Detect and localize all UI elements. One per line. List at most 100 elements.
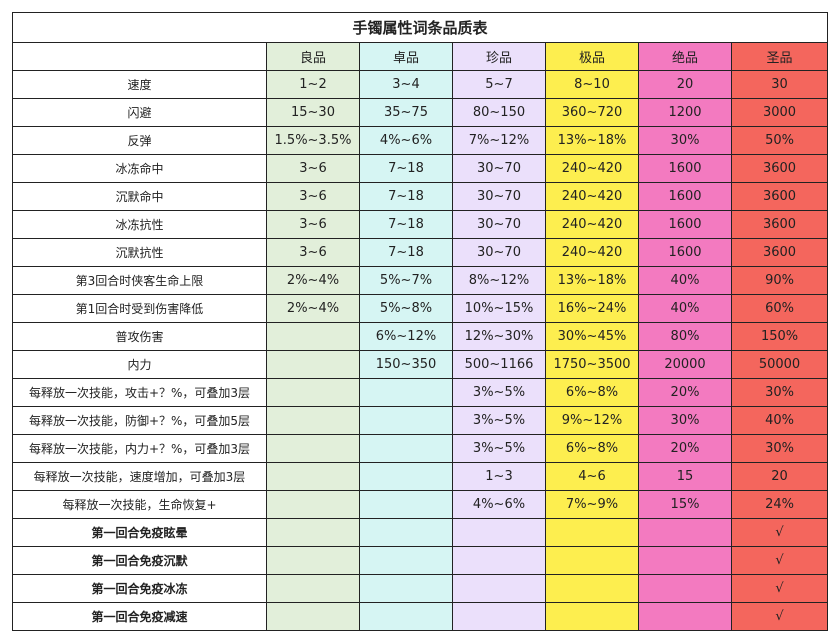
value-cell: 9%~12% bbox=[545, 406, 639, 435]
value-cell bbox=[359, 434, 453, 463]
value-cell: 240~420 bbox=[545, 210, 639, 239]
attribute-label: 每释放一次技能，生命恢复+ bbox=[12, 490, 267, 519]
value-cell: 13%~18% bbox=[545, 266, 639, 295]
value-cell: √ bbox=[730, 602, 829, 631]
table-row: 每释放一次技能，速度增加，可叠加3层 1~3 4~6 15 20 bbox=[12, 462, 829, 491]
value-cell: 13%~18% bbox=[545, 126, 639, 155]
tier-header-5: 圣品 bbox=[730, 42, 829, 71]
attribute-label: 每释放一次技能，防御+？%，可叠加5层 bbox=[12, 406, 267, 435]
value-cell: 3%~5% bbox=[452, 434, 546, 463]
table-row: 沉默命中 3~6 7~18 30~70 240~420 1600 3600 bbox=[12, 182, 829, 211]
tier-header-1: 卓品 bbox=[359, 42, 453, 71]
value-cell: 7~18 bbox=[359, 154, 453, 183]
attribute-label: 冰冻抗性 bbox=[12, 210, 267, 239]
value-cell: 3~6 bbox=[266, 238, 360, 267]
value-cell: 1~3 bbox=[452, 462, 546, 491]
value-cell: 240~420 bbox=[545, 154, 639, 183]
value-cell: 30~70 bbox=[452, 238, 546, 267]
value-cell: 2%~4% bbox=[266, 294, 360, 323]
value-cell: 1.5%~3.5% bbox=[266, 126, 360, 155]
table-row: 第一回合免疫冰冻 √ bbox=[12, 574, 829, 603]
value-cell bbox=[452, 518, 546, 547]
attribute-label: 每释放一次技能，速度增加，可叠加3层 bbox=[12, 462, 267, 491]
value-cell: 150~350 bbox=[359, 350, 453, 379]
value-cell: 360~720 bbox=[545, 98, 639, 127]
attribute-label: 第一回合免疫眩晕 bbox=[12, 518, 267, 547]
value-cell bbox=[266, 462, 360, 491]
value-cell bbox=[545, 602, 639, 631]
value-cell bbox=[359, 490, 453, 519]
value-cell: √ bbox=[730, 546, 829, 575]
tier-header-3: 极品 bbox=[545, 42, 639, 71]
value-cell: 50000 bbox=[730, 350, 829, 379]
tier-header-0: 良品 bbox=[266, 42, 360, 71]
value-cell: 3600 bbox=[730, 154, 829, 183]
table-row: 第一回合免疫沉默 √ bbox=[12, 546, 829, 575]
value-cell: 7%~9% bbox=[545, 490, 639, 519]
value-cell: 3~6 bbox=[266, 154, 360, 183]
value-cell: 1600 bbox=[638, 210, 732, 239]
value-cell: 60% bbox=[730, 294, 829, 323]
value-cell bbox=[266, 406, 360, 435]
value-cell: 3600 bbox=[730, 182, 829, 211]
value-cell bbox=[638, 574, 732, 603]
table-title: 手镯属性词条品质表 bbox=[11, 12, 829, 43]
value-cell bbox=[266, 378, 360, 407]
value-cell: √ bbox=[730, 518, 829, 547]
table-row: 沉默抗性 3~6 7~18 30~70 240~420 1600 3600 bbox=[12, 238, 829, 267]
value-cell: 5%~7% bbox=[359, 266, 453, 295]
value-cell bbox=[638, 518, 732, 547]
value-cell: 7~18 bbox=[359, 210, 453, 239]
value-cell: 240~420 bbox=[545, 182, 639, 211]
value-cell: 1750~3500 bbox=[545, 350, 639, 379]
value-cell: 3~6 bbox=[266, 210, 360, 239]
value-cell bbox=[638, 546, 732, 575]
value-cell: 3000 bbox=[730, 98, 829, 127]
value-cell: 30~70 bbox=[452, 210, 546, 239]
value-cell: 8~10 bbox=[545, 70, 639, 99]
value-cell: 10%~15% bbox=[452, 294, 546, 323]
value-cell bbox=[266, 490, 360, 519]
value-cell: 12%~30% bbox=[452, 322, 546, 351]
attribute-label: 内力 bbox=[12, 350, 267, 379]
value-cell: 20% bbox=[638, 378, 732, 407]
value-cell bbox=[452, 574, 546, 603]
attribute-label: 第一回合免疫减速 bbox=[12, 602, 267, 631]
value-cell: 15% bbox=[638, 490, 732, 519]
value-cell: 5%~8% bbox=[359, 294, 453, 323]
value-cell: 1600 bbox=[638, 154, 732, 183]
value-cell bbox=[266, 434, 360, 463]
value-cell: 15 bbox=[638, 462, 732, 491]
value-cell: 40% bbox=[638, 266, 732, 295]
table-row: 内力 150~350 500~1166 1750~3500 20000 50000 bbox=[12, 350, 829, 379]
value-cell bbox=[266, 350, 360, 379]
value-cell bbox=[359, 518, 453, 547]
header-corner-cell bbox=[12, 42, 267, 71]
value-cell: 20000 bbox=[638, 350, 732, 379]
value-cell: 6%~8% bbox=[545, 378, 639, 407]
value-cell: 80~150 bbox=[452, 98, 546, 127]
value-cell: 30% bbox=[638, 126, 732, 155]
value-cell: 40% bbox=[730, 406, 829, 435]
value-cell: 1200 bbox=[638, 98, 732, 127]
attribute-label: 反弹 bbox=[12, 126, 267, 155]
tier-header-2: 珍品 bbox=[452, 42, 546, 71]
value-cell: 6%~8% bbox=[545, 434, 639, 463]
value-cell: 80% bbox=[638, 322, 732, 351]
value-cell: 30~70 bbox=[452, 154, 546, 183]
value-cell: 1600 bbox=[638, 238, 732, 267]
value-cell bbox=[545, 574, 639, 603]
value-cell: 500~1166 bbox=[452, 350, 546, 379]
table-row: 冰冻命中 3~6 7~18 30~70 240~420 1600 3600 bbox=[12, 154, 829, 183]
attribute-label: 冰冻命中 bbox=[12, 154, 267, 183]
value-cell: 7~18 bbox=[359, 182, 453, 211]
tier-header-4: 绝品 bbox=[638, 42, 732, 71]
attribute-label: 第一回合免疫沉默 bbox=[12, 546, 267, 575]
attribute-label: 第3回合时侠客生命上限 bbox=[12, 266, 267, 295]
value-cell: 3~4 bbox=[359, 70, 453, 99]
value-cell: 4%~6% bbox=[452, 490, 546, 519]
attribute-label: 每释放一次技能，内力+？%，可叠加3层 bbox=[12, 434, 267, 463]
value-cell: 7%~12% bbox=[452, 126, 546, 155]
value-cell bbox=[359, 602, 453, 631]
value-cell bbox=[545, 518, 639, 547]
